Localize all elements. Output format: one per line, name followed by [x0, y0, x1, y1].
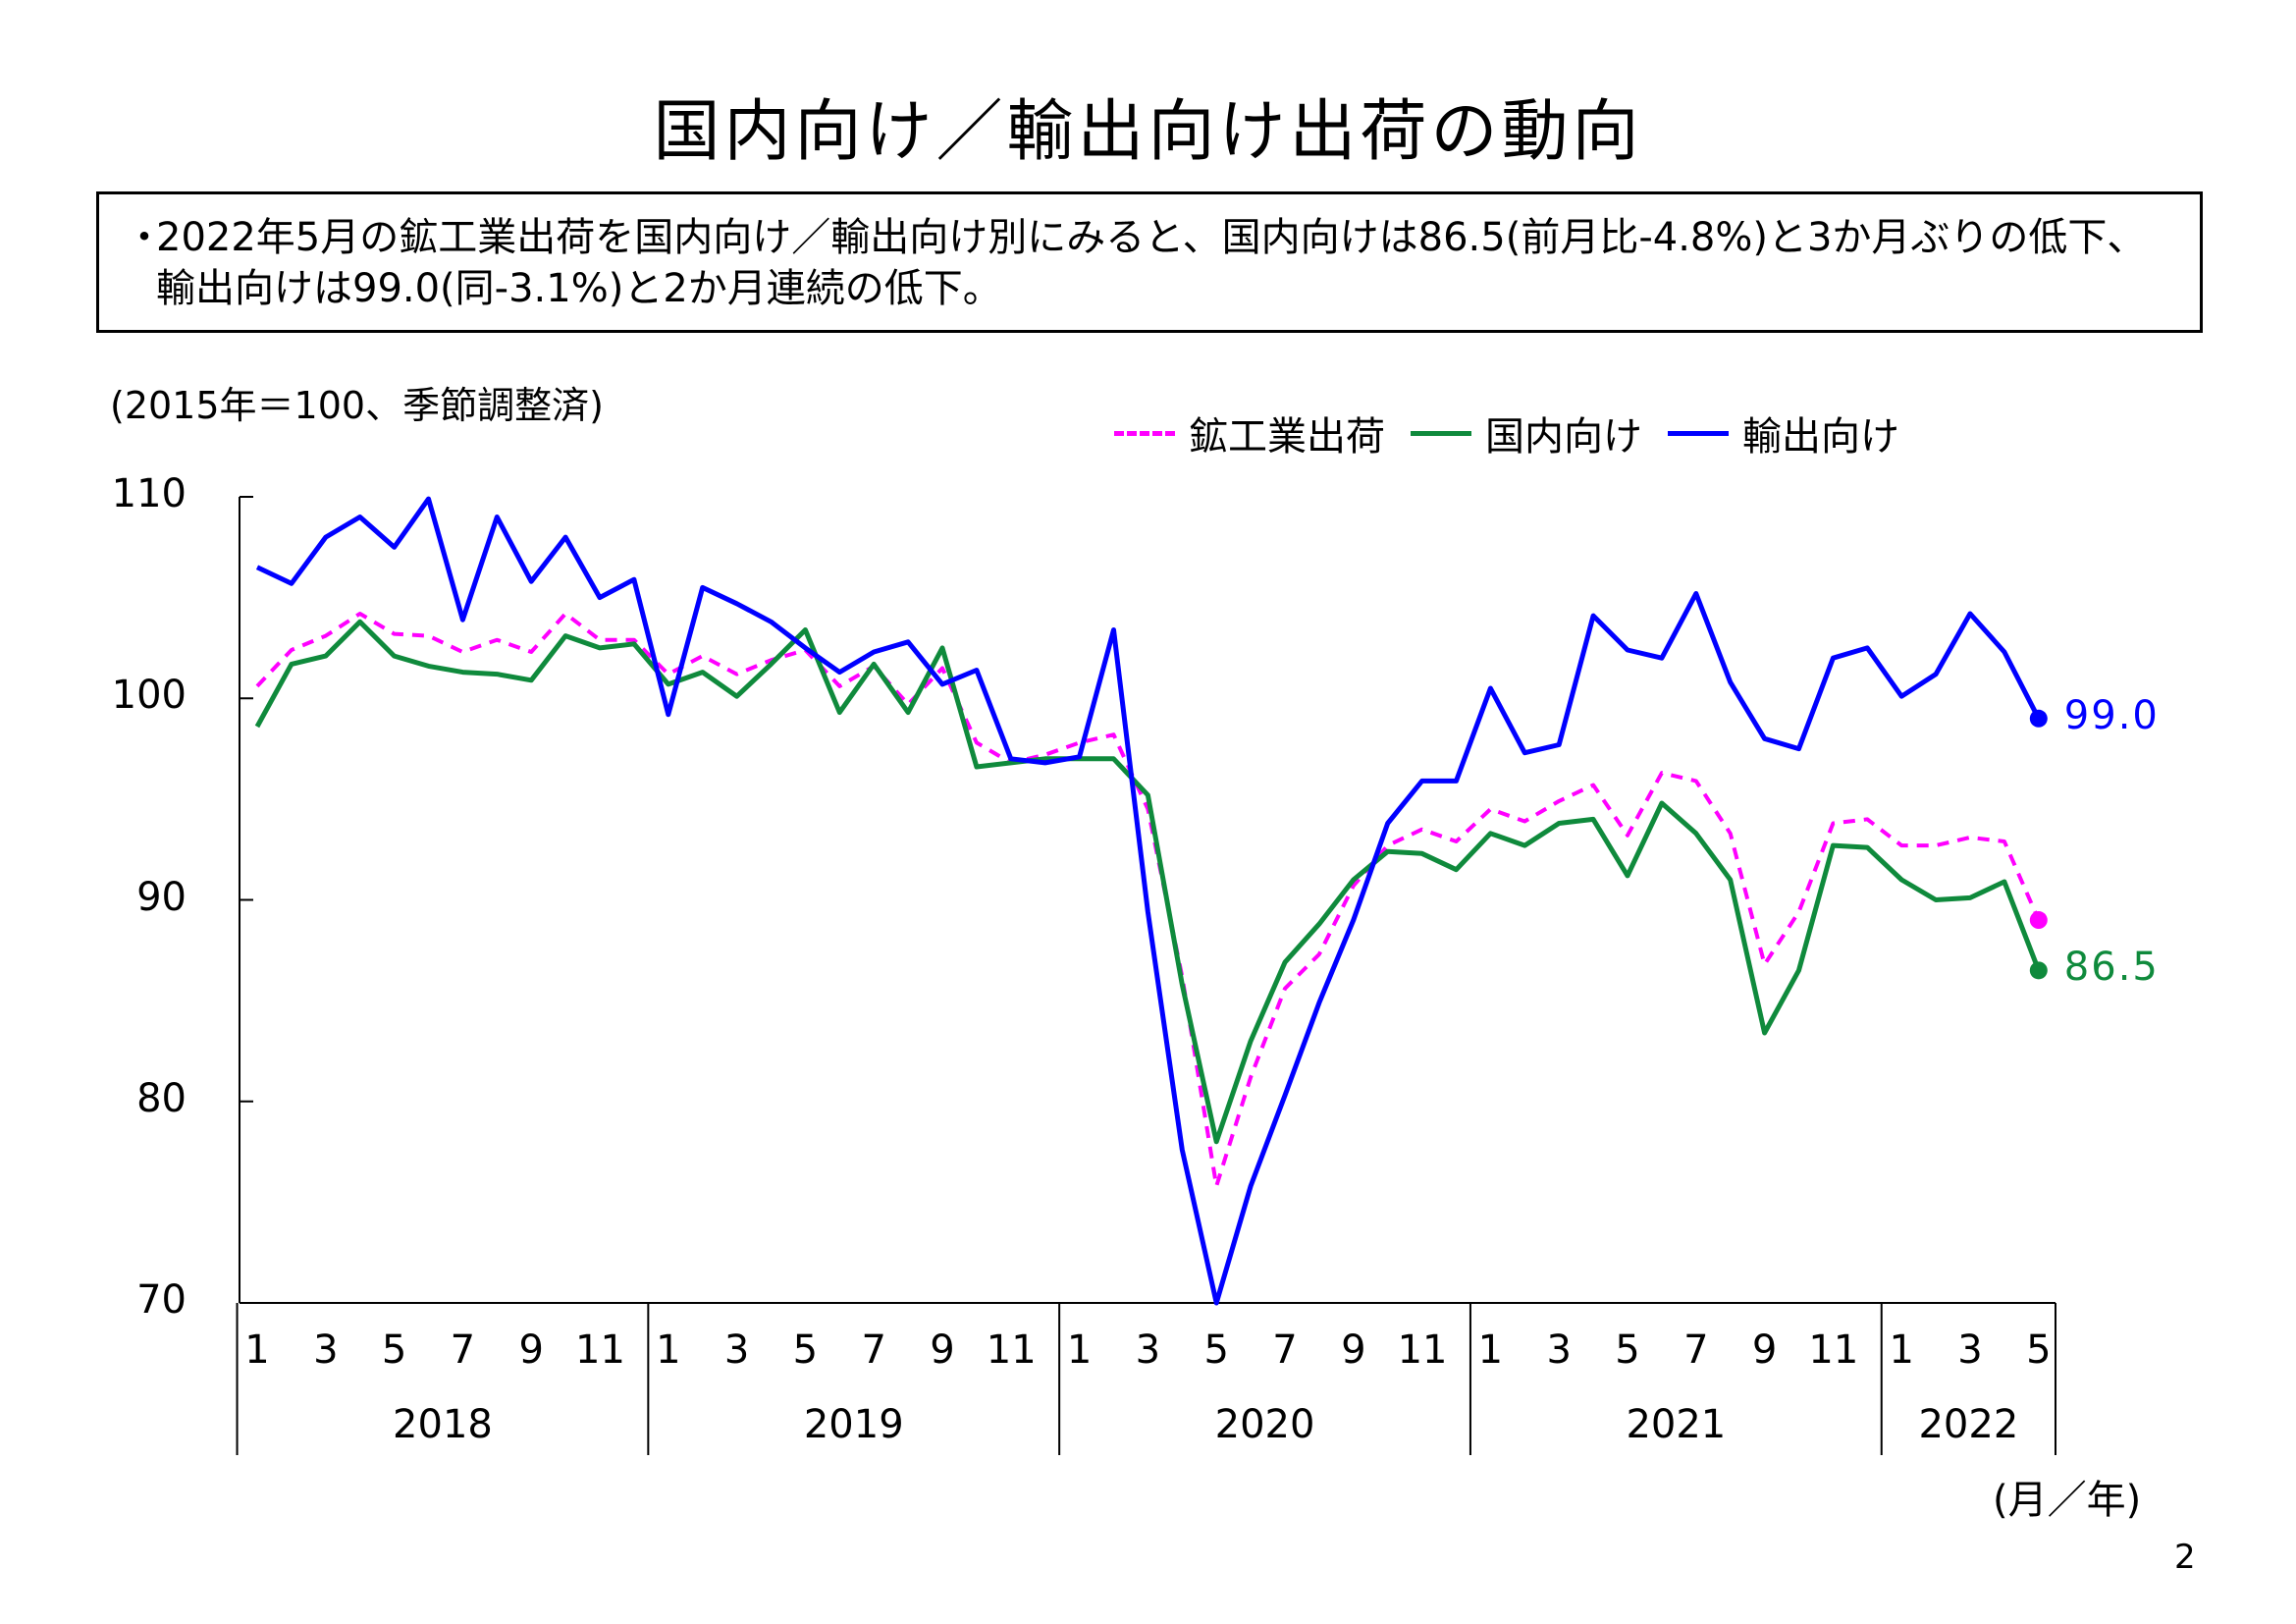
x-year-label: 2018	[393, 1402, 493, 1447]
x-year-label: 2021	[1626, 1402, 1727, 1447]
x-tick-label: 3	[1135, 1327, 1161, 1373]
series-end-point-2	[2029, 709, 2048, 728]
x-tick-label: 11	[575, 1327, 625, 1373]
x-year-label: 2020	[1214, 1402, 1315, 1447]
x-tick-label: 3	[723, 1327, 750, 1373]
page-number: 2	[2174, 1538, 2196, 1577]
x-tick-label: 5	[2026, 1327, 2052, 1373]
y-tick-label: 90	[136, 874, 187, 920]
series-line-2	[255, 496, 2042, 1306]
y-tick-label: 110	[111, 471, 187, 516]
x-tick-label: 1	[656, 1327, 681, 1373]
series-end-point-0	[2029, 911, 2048, 930]
series-line-0	[255, 612, 2041, 1188]
legend-swatch-total	[1114, 430, 1175, 436]
series-end-label-2: 99.0	[2063, 692, 2160, 738]
summary-text-block: ・ 2022年5月の鉱工業出荷を国内向け／輸出向け別にみると、国内向けは86.5…	[125, 212, 2170, 314]
summary-box: ・ 2022年5月の鉱工業出荷を国内向け／輸出向け別にみると、国内向けは86.5…	[96, 191, 2203, 333]
x-tick-label: 5	[792, 1327, 819, 1373]
series-end-label-1: 86.5	[2063, 945, 2160, 991]
x-axis-unit: (月／年)	[1993, 1478, 2142, 1523]
x-tick-label: 9	[518, 1327, 544, 1373]
x-tick-label: 7	[1683, 1327, 1709, 1373]
legend-label-domestic: 国内向け	[1485, 414, 1642, 460]
chart-legend: 鉱工業出荷 国内向け 輸出向け	[1114, 405, 1925, 461]
x-tick-label: 1	[1066, 1327, 1093, 1373]
legend-swatch-domestic	[1411, 430, 1471, 436]
legend-swatch-export	[1668, 430, 1729, 436]
summary-bullet: ・	[125, 215, 164, 260]
x-tick-label: 1	[244, 1327, 270, 1373]
y-tick-label: 70	[136, 1277, 187, 1323]
legend-item-export: 輸出向け	[1668, 405, 1899, 461]
x-year-label: 2022	[1918, 1402, 2019, 1447]
x-year-label: 2019	[803, 1402, 904, 1447]
x-tick-label: 5	[1203, 1327, 1229, 1373]
x-tick-label: 9	[930, 1327, 955, 1373]
summary-text: 2022年5月の鉱工業出荷を国内向け／輸出向け別にみると、国内向けは86.5(前…	[156, 215, 2147, 311]
y-tick-label: 100	[111, 673, 187, 719]
legend-item-domestic: 国内向け	[1411, 405, 1642, 461]
series-end-point-1	[2029, 961, 2048, 980]
x-tick-label: 3	[313, 1327, 339, 1373]
x-tick-label: 7	[450, 1327, 476, 1373]
x-tick-label: 3	[1957, 1327, 1983, 1373]
x-tick-label: 11	[986, 1327, 1037, 1373]
y-tick-label: 80	[136, 1075, 187, 1121]
x-tick-label: 11	[1397, 1327, 1448, 1373]
x-tick-label: 5	[381, 1327, 407, 1373]
x-tick-label: 11	[1808, 1327, 1859, 1373]
x-tick-label: 9	[1751, 1327, 1778, 1373]
series-line-1	[254, 619, 2042, 1145]
x-tick-label: 9	[1341, 1327, 1366, 1373]
x-tick-label: 1	[1477, 1327, 1504, 1373]
page-title: 国内向け／輸出向け出荷の動向	[653, 93, 1643, 171]
x-tick-label: 7	[1272, 1327, 1298, 1373]
legend-item-total: 鉱工業出荷	[1114, 405, 1385, 461]
unit-note: (2015年＝100、季節調整済)	[110, 384, 604, 427]
x-tick-label: 1	[1889, 1327, 1914, 1373]
x-tick-label: 7	[861, 1327, 886, 1373]
x-tick-label: 3	[1546, 1327, 1572, 1373]
legend-label-export: 輸出向け	[1742, 414, 1899, 460]
legend-label-total: 鉱工業出荷	[1189, 414, 1385, 460]
x-tick-label: 5	[1615, 1327, 1640, 1373]
